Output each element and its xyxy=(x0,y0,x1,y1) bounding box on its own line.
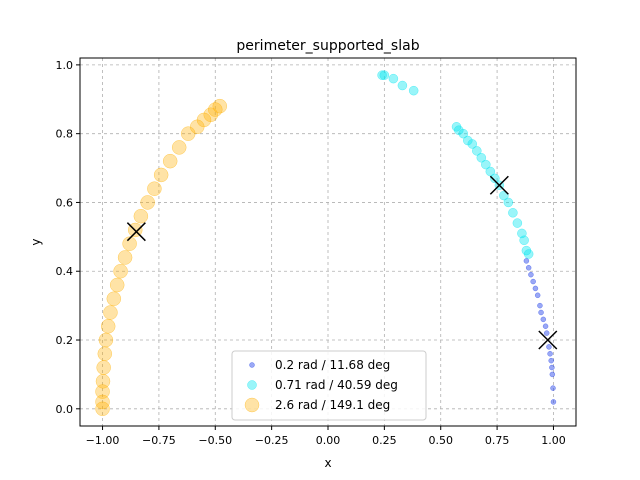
series-3 xyxy=(95,98,228,417)
data-point xyxy=(519,235,529,246)
x-ticks: −1.00 −0.75 −0.50 −0.25 0.00 0.25 0.50 0.75 1.00 xyxy=(86,426,566,447)
data-point xyxy=(523,258,530,264)
legend-entry: 0.2 rad / 11.68 deg xyxy=(249,358,390,372)
x-tick-label: 0.00 xyxy=(316,434,341,447)
data-point xyxy=(458,128,469,139)
data-point xyxy=(476,152,487,163)
legend-box xyxy=(231,350,427,421)
highlight-markers xyxy=(126,175,558,350)
x-tick-label: 0.25 xyxy=(372,434,397,447)
data-point xyxy=(523,249,534,259)
data-point xyxy=(467,139,478,149)
data-point xyxy=(133,208,149,224)
data-point xyxy=(549,371,556,378)
data-point xyxy=(95,384,110,399)
data-point xyxy=(499,190,509,201)
x-tick-label: −0.50 xyxy=(198,434,232,447)
data-point xyxy=(117,250,133,265)
data-point xyxy=(379,70,390,80)
x-tick-label: 1.00 xyxy=(541,434,566,447)
data-point xyxy=(140,195,155,210)
data-point xyxy=(147,181,162,196)
legend: 0.2 rad / 11.68 deg 0.71 rad / 40.59 deg 2… xyxy=(231,350,427,421)
x-axis-label: x xyxy=(324,456,331,470)
data-point xyxy=(538,309,544,316)
legend-swatch xyxy=(244,397,260,413)
data-point xyxy=(212,98,228,114)
data-point xyxy=(397,80,408,91)
y-tick-label: 0.0 xyxy=(56,403,74,416)
data-point xyxy=(106,291,122,306)
data-point xyxy=(388,73,399,84)
x-tick-label: −0.25 xyxy=(255,434,289,447)
y-ticks: 0.0 0.2 0.4 0.6 0.8 1.0 xyxy=(56,59,80,416)
data-point xyxy=(490,173,500,184)
data-point xyxy=(485,166,496,177)
data-point xyxy=(542,323,549,330)
data-point xyxy=(525,265,532,271)
data-point xyxy=(103,305,118,320)
x-tick-label: 0.75 xyxy=(485,434,510,447)
data-point xyxy=(472,146,482,156)
data-point xyxy=(547,351,553,357)
data-point xyxy=(162,153,178,169)
y-axis-label: y xyxy=(29,238,43,245)
y-tick-label: 1.0 xyxy=(56,59,74,72)
x-tick-label: 0.50 xyxy=(428,434,453,447)
data-point xyxy=(540,316,547,323)
data-point xyxy=(546,344,552,350)
legend-label: 2.6 rad / 149.1 deg xyxy=(275,398,390,412)
legend-entry: 0.71 rad / 40.59 deg xyxy=(247,378,398,392)
x-marker xyxy=(126,222,146,242)
data-point xyxy=(98,332,114,348)
data-point xyxy=(153,167,169,183)
legend-swatch xyxy=(249,362,255,368)
y-tick-label: 0.2 xyxy=(56,334,74,347)
data-point xyxy=(548,357,554,364)
data-point xyxy=(95,374,111,389)
y-tick-label: 0.6 xyxy=(56,196,74,209)
series-1 xyxy=(523,258,557,405)
x-tick-label: −1.00 xyxy=(86,434,120,447)
data-point xyxy=(512,218,523,228)
data-point xyxy=(549,364,555,371)
data-point xyxy=(113,263,128,279)
y-tick-label: 0.4 xyxy=(56,265,74,278)
x-marker xyxy=(489,175,509,195)
data-point xyxy=(550,399,557,405)
legend-swatch xyxy=(247,380,257,390)
data-point xyxy=(377,70,387,80)
y-tick-label: 0.8 xyxy=(56,128,74,141)
data-point xyxy=(171,140,187,155)
data-point xyxy=(503,197,514,208)
data-point xyxy=(508,208,518,218)
legend-entry: 2.6 rad / 149.1 deg xyxy=(244,397,390,413)
data-point xyxy=(543,330,550,336)
data-point xyxy=(95,394,110,410)
data-point xyxy=(534,292,541,299)
data-point xyxy=(97,346,113,362)
data-point xyxy=(530,278,536,285)
data-point xyxy=(481,159,491,170)
data-point xyxy=(537,302,543,309)
data-point xyxy=(96,360,111,375)
data-point xyxy=(122,236,137,251)
data-series xyxy=(95,70,557,417)
series-2 xyxy=(377,70,534,259)
data-point xyxy=(408,85,419,96)
x-tick-label: −0.75 xyxy=(142,434,176,447)
legend-label: 0.2 rad / 11.68 deg xyxy=(275,358,390,372)
data-point xyxy=(532,285,539,292)
data-point xyxy=(528,271,534,278)
chart-title: perimeter_supported_slab xyxy=(236,38,419,54)
x-marker xyxy=(538,330,558,350)
legend-label: 0.71 rad / 40.59 deg xyxy=(275,378,398,392)
data-point xyxy=(100,319,116,334)
data-point xyxy=(550,385,556,391)
data-point xyxy=(109,277,125,293)
